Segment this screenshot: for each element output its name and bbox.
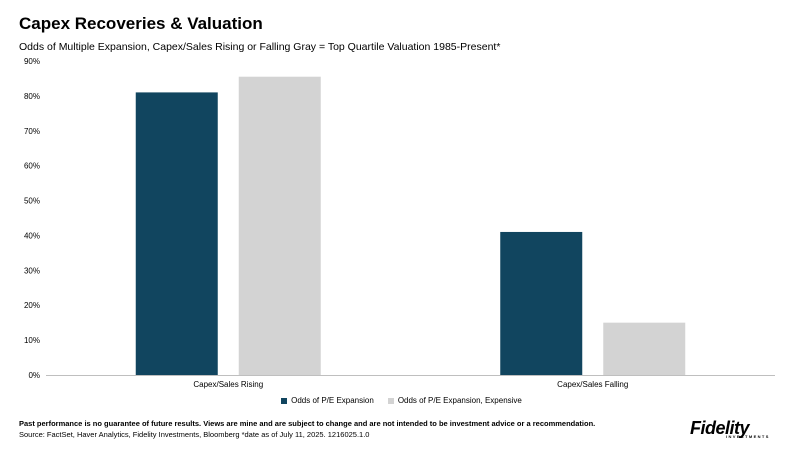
y-tick-label: 50% — [24, 197, 40, 206]
x-tick-label: Capex/Sales Falling — [557, 380, 628, 389]
fidelity-logo-subtext: INVESTMENTS — [726, 434, 770, 439]
y-tick-label: 10% — [24, 336, 40, 345]
y-tick-label: 90% — [24, 57, 40, 66]
y-tick-label: 70% — [24, 127, 40, 136]
fidelity-logo: Fidelity INVESTMENTS — [690, 416, 786, 440]
chart-legend: Odds of P/E Expansion Odds of P/E Expans… — [0, 396, 803, 405]
bar-chart: 0% 10% 20% 30% 40% 50% 60% 70% 80% 90% Capex/Sales… — [24, 57, 775, 389]
legend-swatch-pe-expansion-expensive — [387, 397, 394, 404]
fidelity-logo-wordmark: Fidelity — [690, 418, 750, 438]
source-text: Source: FactSet, Haver Analytics, Fideli… — [19, 430, 370, 439]
legend-swatch-pe-expansion — [281, 397, 288, 404]
disclaimer-text: Past performance is no guarantee of futu… — [19, 419, 596, 428]
y-tick-label: 0% — [28, 371, 40, 380]
chart-title: Capex Recoveries & Valuation — [19, 14, 263, 33]
bar — [603, 322, 686, 375]
legend-item-pe-expansion: Odds of P/E Expansion — [281, 396, 374, 405]
y-tick-label: 40% — [24, 231, 40, 240]
bar — [500, 231, 583, 375]
y-tick-label: 30% — [24, 266, 40, 275]
y-tick-label: 60% — [24, 162, 40, 171]
y-tick-label: 80% — [24, 92, 40, 101]
bar — [238, 76, 321, 375]
bar — [135, 92, 218, 376]
legend-label-pe-expansion-expensive: Odds of P/E Expansion, Expensive — [397, 396, 522, 405]
y-tick-label: 20% — [24, 301, 40, 310]
chart-subtitle: Odds of Multiple Expansion, Capex/Sales … — [19, 41, 501, 53]
legend-item-pe-expansion-expensive: Odds of P/E Expansion, Expensive — [387, 396, 522, 405]
legend-label-pe-expansion: Odds of P/E Expansion — [291, 396, 374, 405]
x-tick-label: Capex/Sales Rising — [193, 380, 263, 389]
